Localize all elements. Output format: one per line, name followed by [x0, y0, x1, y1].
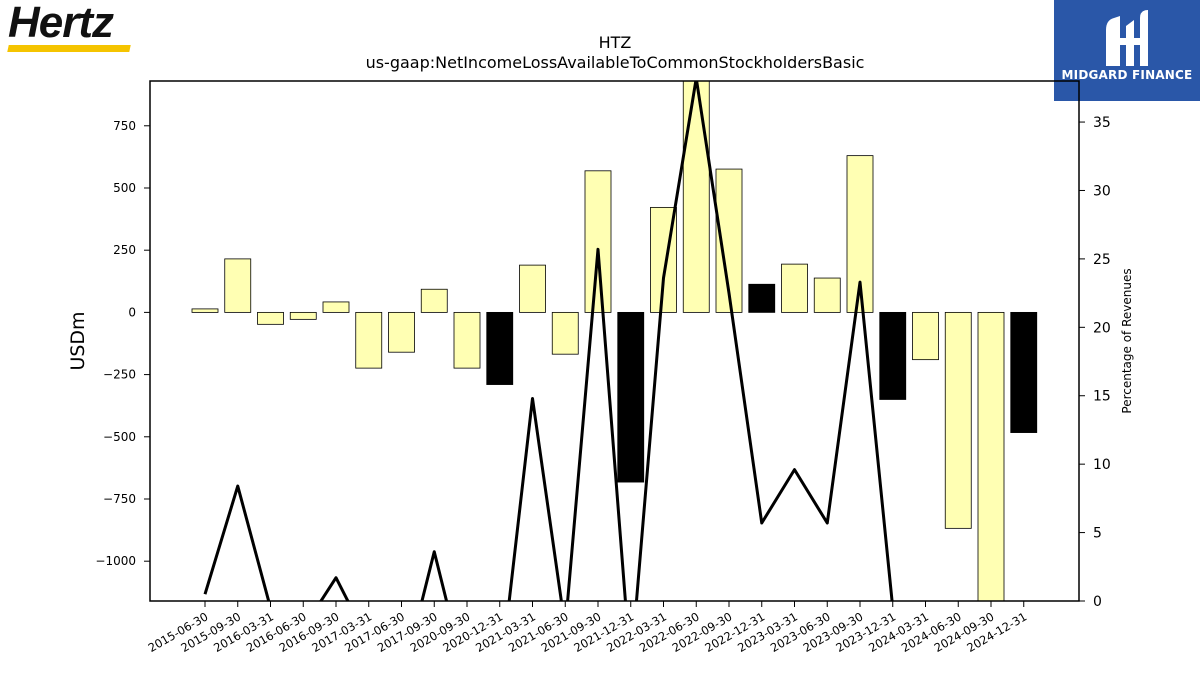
bar-2016-06-30	[289, 311, 317, 320]
y2-tick-label: 15	[1093, 389, 1111, 405]
x-axis: 2015-06-302015-09-302016-03-312016-06-30…	[146, 601, 1029, 655]
bar-2024-12-31	[1010, 311, 1038, 433]
line-series	[203, 81, 894, 601]
bar-2016-03-31	[257, 311, 284, 325]
bar-2022-06-30	[682, 80, 710, 313]
bar-2024-03-31	[912, 311, 939, 361]
percentage-of-revenues-line	[203, 81, 894, 601]
chart-title: HTZ	[599, 33, 632, 52]
y2-axis-label: Percentage of Revenues	[1120, 268, 1134, 413]
bar-2017-03-31	[355, 311, 383, 369]
y-tick-label: −750	[103, 492, 136, 506]
bar-2017-06-30	[388, 311, 415, 353]
y2-tick-label: 20	[1093, 320, 1111, 336]
y2-tick-label: 10	[1093, 457, 1111, 473]
hertz-wordmark: Hertz	[8, 0, 114, 47]
bar-2023-12-31	[879, 311, 907, 400]
bar-2020-12-31	[486, 311, 514, 385]
bar-2024-06-30	[944, 311, 972, 529]
y-tick-label: 250	[113, 243, 136, 257]
y-tick-label: −250	[103, 368, 136, 382]
bar-2021-06-30	[551, 311, 579, 355]
y2-tick-label: 0	[1093, 594, 1102, 610]
bar-2024-09-30	[977, 311, 1005, 602]
bar-series	[191, 80, 1038, 602]
bar-2023-06-30	[813, 277, 841, 313]
bar-2023-03-31	[781, 263, 808, 313]
chart-subtitle: us-gaap:NetIncomeLossAvailableToCommonSt…	[366, 53, 865, 72]
y2-tick-label: 5	[1093, 526, 1102, 542]
bar-2021-12-31	[617, 311, 645, 483]
y-tick-label: 0	[128, 305, 136, 319]
y2-tick-label: 30	[1093, 183, 1111, 199]
y2-tick-label: 35	[1093, 115, 1111, 131]
bar-2017-09-30	[420, 288, 448, 313]
y-axis-left: −1000 −750 −500 −250 0 250 500 750	[95, 119, 150, 568]
y2-tick-label: 25	[1093, 252, 1111, 268]
y-tick-label: 750	[113, 119, 136, 133]
bar-2022-12-31	[748, 283, 776, 313]
bar-2016-09-30	[322, 301, 350, 313]
bar-2015-06-30	[191, 308, 219, 313]
y-tick-label: −1000	[95, 554, 136, 568]
bar-2020-09-30	[453, 311, 481, 369]
bar-2021-03-31	[519, 264, 546, 313]
bar-2021-09-30	[584, 170, 612, 313]
y-tick-label: −500	[103, 430, 136, 444]
bar-2015-09-30	[224, 258, 252, 313]
y-tick-label: 500	[113, 181, 136, 195]
midgard-logo-icon	[1106, 10, 1148, 66]
hertz-logo: Hertz	[6, 0, 138, 54]
y-axis-label: USDm	[67, 311, 89, 370]
y-axis-right: 0 5 10 15 20 25 30 35	[1079, 115, 1111, 610]
plot-frame	[149, 80, 1080, 602]
midgard-finance-label: MIDGARD FINANCE	[1061, 68, 1193, 82]
